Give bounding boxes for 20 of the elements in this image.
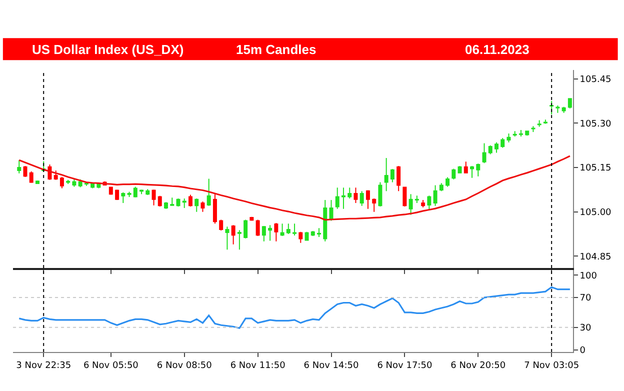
x-tick-label: 3 Nov 22:35 xyxy=(16,360,72,371)
y-tick-label: 104.85 xyxy=(580,252,612,262)
x-tick-label: 6 Nov 14:50 xyxy=(304,360,359,371)
x-tick-label: 6 Nov 08:50 xyxy=(156,360,212,371)
y-tick-label: 105.45 xyxy=(580,75,612,86)
y-tick-label: 30 xyxy=(580,324,592,334)
x-tick-label: 6 Nov 20:50 xyxy=(450,360,506,371)
y-tick-label: 70 xyxy=(580,294,592,304)
y-tick-label: 105.30 xyxy=(580,119,612,130)
y-tick-label: 105.15 xyxy=(580,164,612,174)
chart-title: US Dollar Index (US_DX) xyxy=(32,42,184,57)
x-tick-label: 7 Nov 03:05 xyxy=(524,360,580,371)
text: 06.11.2023 xyxy=(465,42,530,57)
x-tick-label: 6 Nov 11:50 xyxy=(230,360,286,371)
y-tick-label: 100 xyxy=(580,271,598,282)
x-tick-label: 6 Nov 17:50 xyxy=(377,360,432,371)
x-tick-label: 6 Nov 05:50 xyxy=(83,360,139,371)
y-tick-label: 105.00 xyxy=(580,208,612,218)
y-tick-label: 0 xyxy=(580,346,586,356)
chart-subtitle: 15m Candles xyxy=(236,42,316,57)
